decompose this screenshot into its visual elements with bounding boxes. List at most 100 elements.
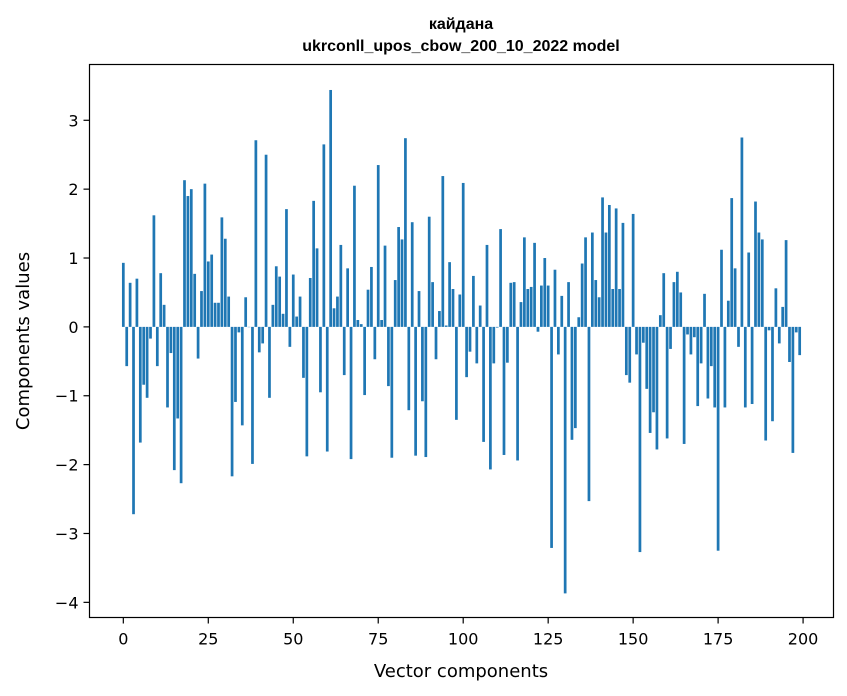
bar-18 xyxy=(183,180,186,327)
bar-0 xyxy=(121,262,125,327)
bar-152 xyxy=(638,326,642,553)
bar-174 xyxy=(713,326,717,408)
bar-103 xyxy=(472,275,475,327)
bar-127 xyxy=(553,269,557,327)
bar-104 xyxy=(475,326,479,364)
bar-172 xyxy=(706,326,710,399)
bar-7 xyxy=(145,326,149,398)
bar-148 xyxy=(624,326,628,376)
bar-171 xyxy=(703,293,706,327)
bar-61 xyxy=(329,89,333,327)
bar-84 xyxy=(407,326,411,411)
bar-66 xyxy=(346,268,349,327)
bar-62 xyxy=(332,308,336,327)
bar-22 xyxy=(196,326,200,359)
bar-51 xyxy=(295,316,299,327)
y-axis-label: Components values xyxy=(13,252,34,430)
bar-130 xyxy=(563,326,567,594)
bar-70 xyxy=(359,324,363,327)
bar-187 xyxy=(757,232,761,327)
bar-25 xyxy=(206,261,210,327)
bar-105 xyxy=(478,305,482,327)
bar-90 xyxy=(427,216,431,327)
bar-64 xyxy=(339,244,343,327)
bar-17 xyxy=(179,326,183,484)
bar-100 xyxy=(461,182,465,327)
bar-19 xyxy=(186,196,190,327)
bar-24 xyxy=(203,183,207,327)
bar-122 xyxy=(536,326,540,332)
bar-31 xyxy=(227,296,231,327)
bar-125 xyxy=(546,285,550,327)
bar-41 xyxy=(261,326,265,344)
bar-156 xyxy=(652,326,655,413)
bar-93 xyxy=(438,311,441,327)
bar-58 xyxy=(319,326,322,393)
bar-101 xyxy=(465,326,468,378)
bar-30 xyxy=(223,238,227,327)
bar-42 xyxy=(264,154,268,327)
bar-117 xyxy=(519,302,523,327)
bar-21 xyxy=(193,273,197,327)
bar-158 xyxy=(658,315,662,327)
bar-68 xyxy=(353,185,356,327)
bar-2 xyxy=(128,282,132,327)
bar-199 xyxy=(798,326,802,356)
bar-43 xyxy=(268,326,271,398)
bar-177 xyxy=(723,326,727,408)
bar-50 xyxy=(291,274,295,327)
bars-group xyxy=(121,89,802,594)
x-axis-ticks: 0 25 50 75 100 125 150 175 200 xyxy=(118,617,819,649)
bar-146 xyxy=(618,289,621,327)
bar-59 xyxy=(322,144,326,327)
bar-54 xyxy=(305,326,309,457)
x-tick-label: 25 xyxy=(198,630,218,649)
x-tick-label: 125 xyxy=(533,630,564,649)
bar-176 xyxy=(720,249,723,327)
bar-112 xyxy=(502,326,506,455)
bar-165 xyxy=(682,326,686,444)
bar-11 xyxy=(159,273,163,327)
bar-114 xyxy=(509,282,513,327)
bar-98 xyxy=(455,326,458,420)
x-tick-label: 50 xyxy=(283,630,303,649)
x-tick-label: 200 xyxy=(788,630,819,649)
bar-140 xyxy=(597,297,601,327)
bar-113 xyxy=(506,326,509,363)
bar-133 xyxy=(574,326,577,429)
bar-96 xyxy=(448,262,451,327)
bar-142 xyxy=(604,232,608,327)
bar-124 xyxy=(543,258,547,327)
plot-frame xyxy=(88,63,835,619)
bar-110 xyxy=(495,326,499,328)
bar-153 xyxy=(641,326,645,343)
bar-197 xyxy=(791,326,795,453)
bar-157 xyxy=(655,326,659,450)
bar-123 xyxy=(540,285,543,327)
bar-109 xyxy=(492,326,496,364)
bar-32 xyxy=(230,326,234,477)
y-axis-ticks: −4 −3 −2 −1 0 1 2 3 xyxy=(55,111,90,612)
bar-81 xyxy=(397,227,400,327)
bar-36 xyxy=(244,297,248,327)
bar-131 xyxy=(567,282,570,327)
bar-26 xyxy=(210,254,214,327)
bar-40 xyxy=(257,326,261,353)
bar-147 xyxy=(621,222,625,327)
x-tick-label: 150 xyxy=(618,630,649,649)
bar-186 xyxy=(754,201,757,327)
bar-1 xyxy=(125,326,129,367)
bar-168 xyxy=(692,326,696,338)
bar-150 xyxy=(631,213,635,327)
bar-13 xyxy=(166,326,169,408)
bar-185 xyxy=(750,326,754,405)
bar-69 xyxy=(356,320,360,327)
bar-155 xyxy=(648,326,652,433)
bar-47 xyxy=(281,313,285,327)
bar-94 xyxy=(441,176,445,327)
bar-149 xyxy=(628,326,632,383)
bar-33 xyxy=(234,326,237,402)
bar-73 xyxy=(370,266,373,327)
y-tick-label: −4 xyxy=(55,593,79,612)
bar-28 xyxy=(217,302,220,327)
